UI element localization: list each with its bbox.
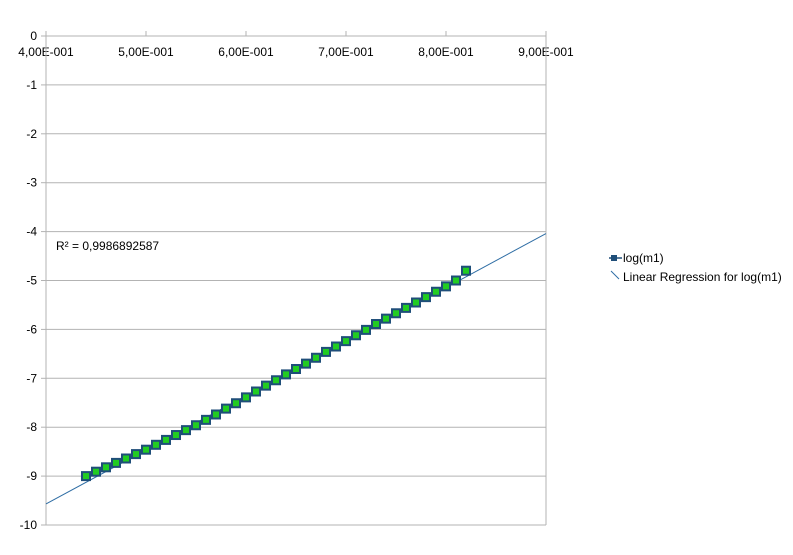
data-point — [251, 386, 261, 397]
y-tick-label: -1 — [26, 78, 37, 92]
data-point — [101, 462, 111, 473]
legend-square-marker-icon — [611, 255, 617, 261]
y-tick-label: 0 — [30, 29, 37, 43]
x-tick-label: 6,00E-001 — [218, 45, 274, 59]
data-point — [371, 319, 381, 330]
data-point — [421, 292, 431, 303]
y-tick-label: -5 — [26, 274, 37, 288]
y-tick-label: -3 — [26, 176, 37, 190]
data-point — [201, 414, 211, 425]
data-point — [271, 375, 281, 386]
data-point — [431, 286, 441, 297]
x-tick-label: 5,00E-001 — [118, 45, 174, 59]
data-point — [261, 380, 271, 391]
y-tick-label: -8 — [26, 420, 37, 434]
data-point — [291, 364, 301, 375]
data-point — [451, 275, 461, 286]
legend-label-log-m1: log(m1) — [623, 251, 664, 265]
y-tick-label: -10 — [20, 518, 38, 532]
data-point — [231, 398, 241, 409]
data-points — [81, 265, 471, 482]
data-point — [311, 352, 321, 363]
y-tick-label: -6 — [26, 322, 37, 336]
data-point — [161, 434, 171, 445]
data-point — [151, 439, 161, 450]
data-point — [361, 324, 371, 335]
legend-regression-line-icon — [610, 270, 620, 280]
x-tick-label: 8,00E-001 — [418, 45, 474, 59]
data-point — [331, 341, 341, 352]
data-point — [351, 330, 361, 341]
data-point — [221, 403, 231, 414]
data-point — [171, 430, 181, 441]
data-point — [211, 409, 221, 420]
data-point — [341, 336, 351, 347]
data-point — [411, 297, 421, 308]
y-tick-label: -7 — [26, 371, 37, 385]
data-point — [321, 346, 331, 357]
y-tick-label: -2 — [26, 127, 37, 141]
data-point — [441, 281, 451, 292]
legend-label-regression: Linear Regression for log(m1) — [623, 270, 782, 284]
data-point — [391, 308, 401, 319]
axes: 0-1-2-3-4-5-6-7-8-9-104,00E-001 5,00E-001… — [18, 29, 574, 532]
data-point — [461, 265, 471, 276]
data-point — [111, 457, 121, 468]
data-point — [131, 449, 141, 460]
y-tick-label: -9 — [26, 469, 37, 483]
x-tick-label: 7,00E-001 — [318, 45, 374, 59]
data-point — [381, 313, 391, 324]
r-squared-annotation: R² = 0,9986892587 — [56, 239, 159, 253]
data-point — [401, 302, 411, 313]
data-point — [181, 425, 191, 436]
grid-lines — [46, 84, 546, 477]
legend: log(m1) Linear Regression for log(m1) — [609, 251, 782, 284]
data-point — [141, 444, 151, 455]
data-point — [281, 369, 291, 380]
legend-item-regression: Linear Regression for log(m1) — [610, 270, 782, 284]
data-point — [241, 392, 251, 403]
data-point — [121, 453, 131, 464]
legend-item-log-m1: log(m1) — [609, 251, 664, 265]
data-point — [81, 471, 91, 482]
data-point — [301, 358, 311, 369]
data-point — [91, 466, 101, 477]
y-tick-label: -4 — [26, 225, 37, 239]
data-point — [191, 420, 201, 431]
